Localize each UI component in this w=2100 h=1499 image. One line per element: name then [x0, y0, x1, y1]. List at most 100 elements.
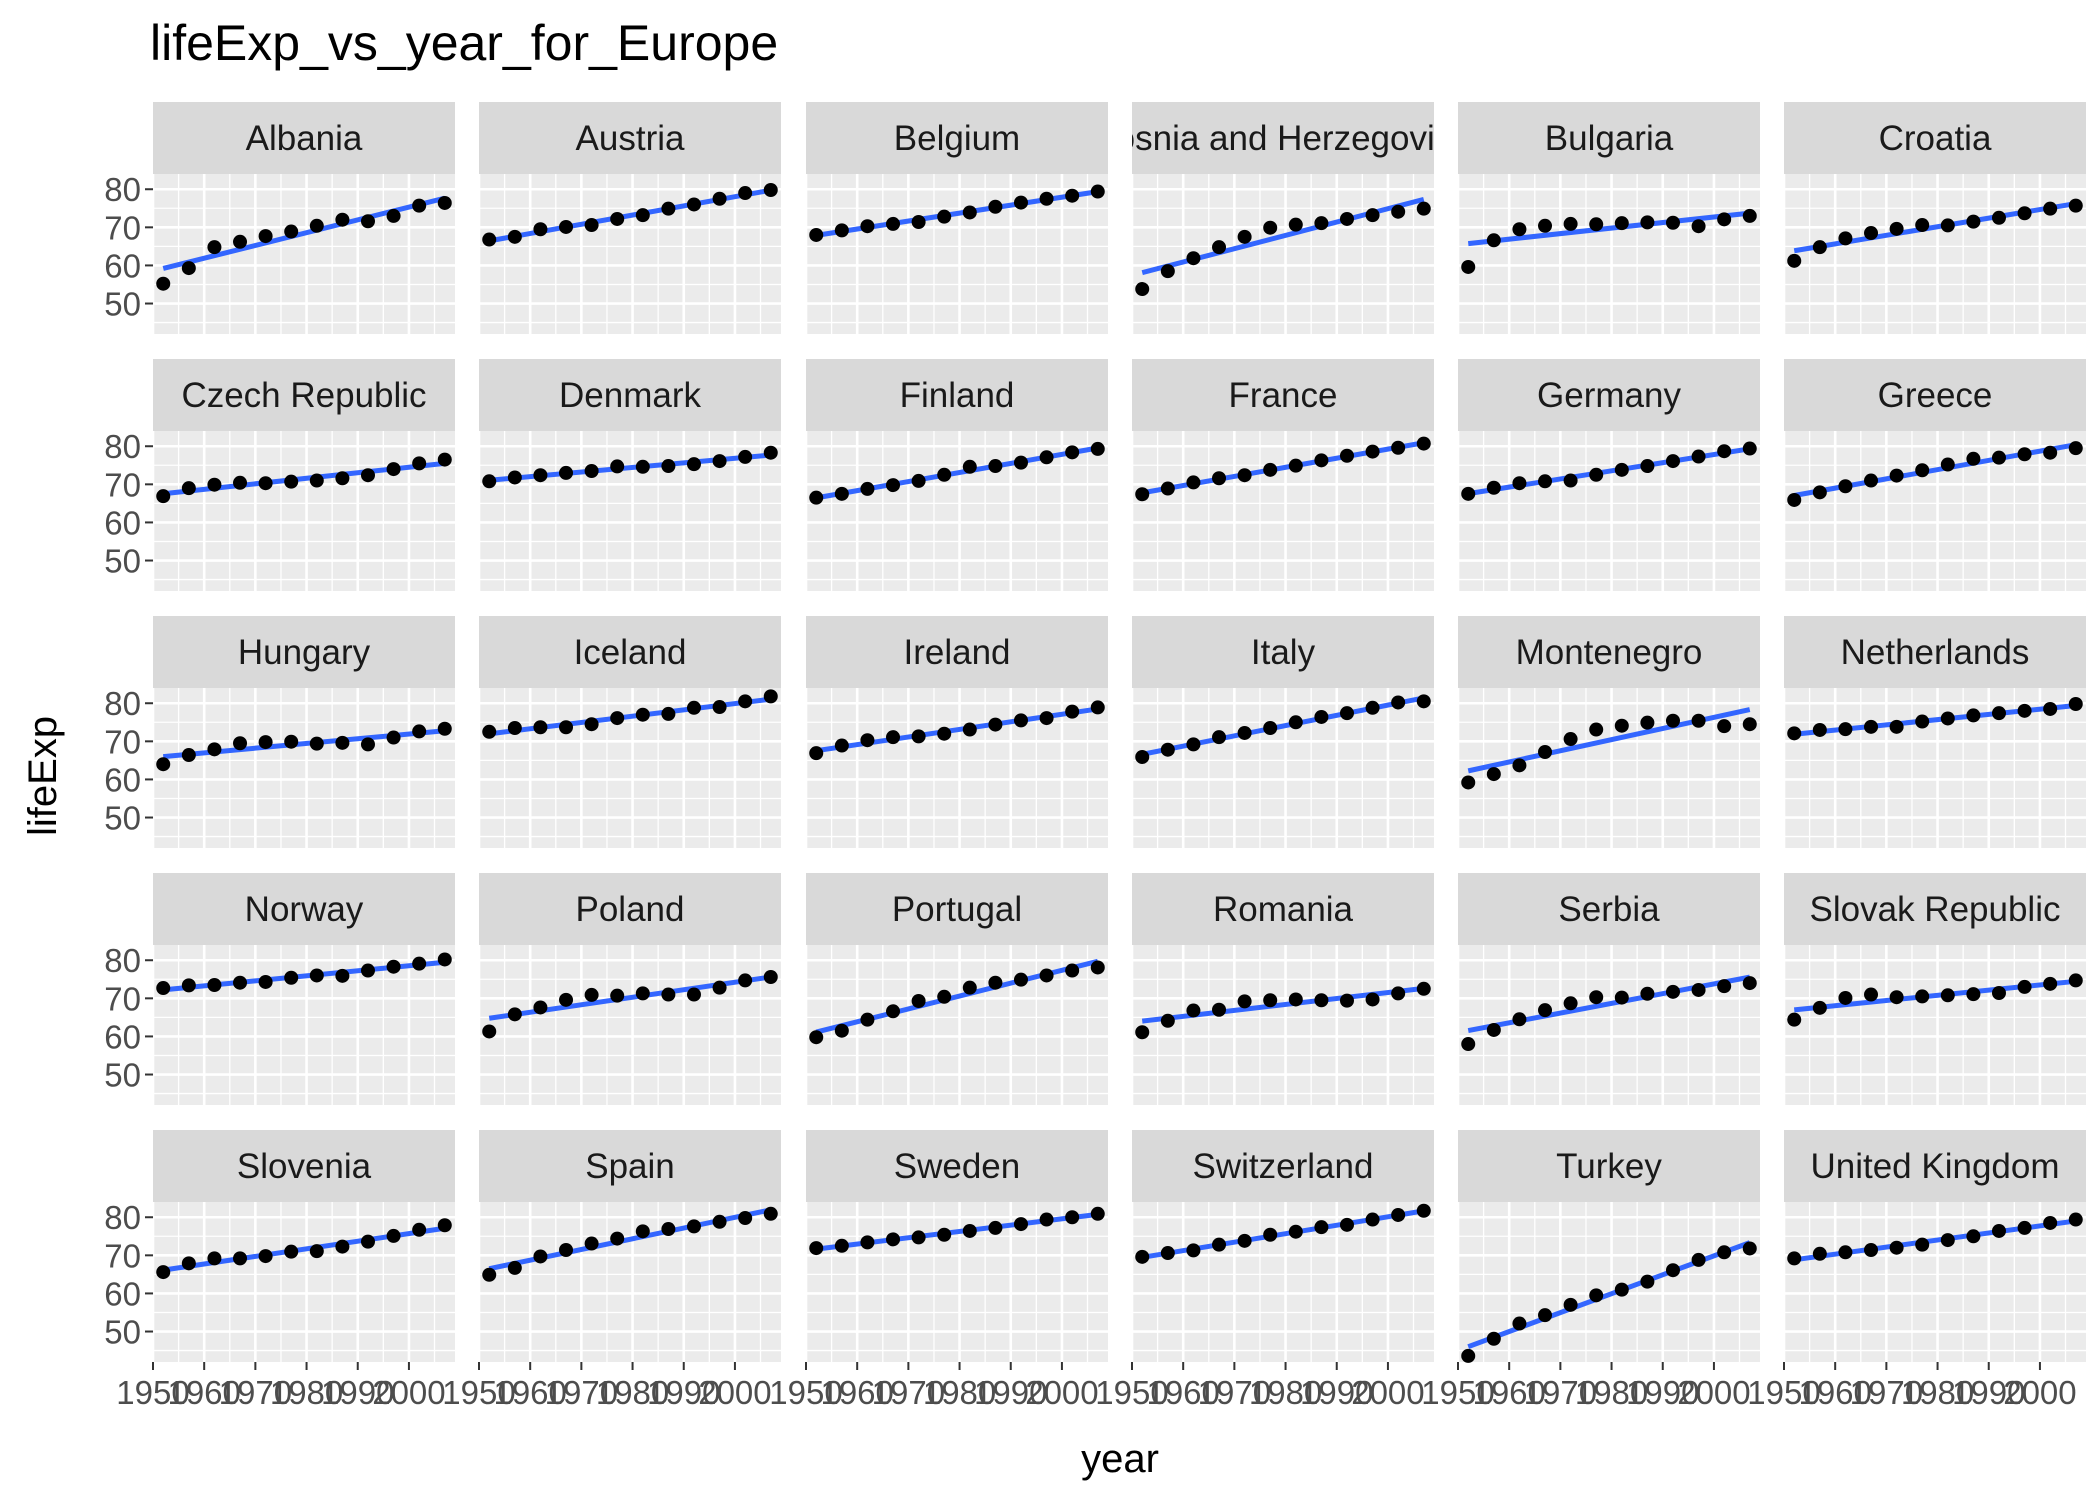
data-point [156, 757, 171, 772]
facet-strip [1458, 1130, 1760, 1202]
facet-panel: Portugal [804, 873, 1108, 1105]
data-point [1461, 486, 1476, 501]
data-point [1838, 722, 1853, 737]
data-point [1416, 1203, 1431, 1218]
data-point [1717, 444, 1732, 459]
facet-panel: Iceland [477, 616, 781, 848]
data-point [533, 222, 548, 237]
facet-strip-label: Slovak Republic [1810, 890, 2061, 929]
data-point [1416, 694, 1431, 709]
data-point [1013, 195, 1028, 210]
data-point [763, 970, 778, 984]
facet-panel: Montenegro [1456, 616, 1760, 848]
data-point [1365, 992, 1380, 1007]
data-point [988, 199, 1003, 214]
data-point [988, 975, 1003, 990]
data-point [886, 1004, 901, 1019]
data-point [1538, 1003, 1553, 1018]
data-point [911, 729, 926, 744]
data-point [1314, 216, 1329, 231]
data-point [1991, 986, 2006, 1000]
data-point [1391, 986, 1406, 1001]
facet-strip [1784, 616, 2086, 688]
data-point [962, 1223, 977, 1238]
data-point [661, 459, 676, 474]
data-point [1237, 468, 1252, 483]
data-point [437, 452, 452, 467]
data-point [1889, 221, 1904, 236]
fit-line [1467, 210, 1751, 247]
data-point [1512, 1012, 1527, 1027]
data-point [258, 476, 273, 491]
data-point [712, 1214, 727, 1229]
data-point [309, 218, 324, 233]
data-point [1065, 445, 1080, 460]
data-point [1160, 481, 1175, 496]
facet-panel: Switzerland [1130, 1130, 1434, 1362]
data-point [860, 1235, 875, 1250]
y-tick-label: 70 [104, 466, 141, 503]
data-point [911, 1230, 926, 1245]
x-tick-label: 1960 [493, 1374, 566, 1411]
data-point [1288, 715, 1303, 730]
data-point [1186, 737, 1201, 752]
data-point [1691, 982, 1706, 997]
data-point [1365, 444, 1380, 459]
data-point [1915, 989, 1930, 1004]
data-point [258, 1249, 273, 1264]
data-point [937, 726, 952, 741]
data-point [1812, 1246, 1827, 1261]
data-point [181, 1256, 196, 1271]
data-point [207, 1251, 222, 1266]
data-point [1915, 1237, 1930, 1252]
data-point [1589, 467, 1604, 482]
data-point [1486, 1022, 1501, 1037]
data-point [686, 700, 701, 715]
data-point [584, 464, 599, 478]
data-point [1940, 988, 1955, 1003]
x-tick-label: 1950 [442, 1374, 515, 1411]
data-point [1812, 485, 1827, 500]
data-point [1787, 726, 1802, 741]
x-tick-label: 1980 [923, 1374, 996, 1411]
facet-strip [1784, 102, 2086, 174]
data-point [533, 720, 548, 735]
data-point [712, 191, 727, 206]
x-tick-label: 1960 [1798, 1374, 1871, 1411]
data-point [1940, 1233, 1955, 1248]
data-point [1787, 1251, 1802, 1266]
data-point [2043, 701, 2058, 716]
facet-strip [1132, 102, 1434, 174]
facet-strip [1458, 102, 1760, 174]
data-point [284, 474, 299, 489]
data-point [937, 989, 952, 1004]
x-axis-title: year [1081, 1437, 1159, 1481]
data-point [2068, 1212, 2083, 1227]
data-point [533, 1000, 548, 1015]
data-point [1512, 476, 1527, 491]
data-point [1237, 229, 1252, 244]
data-point [610, 1231, 625, 1246]
data-point [686, 987, 701, 1002]
facet-panel: Spain [477, 1130, 781, 1362]
data-point [1889, 719, 1904, 734]
data-point [1864, 719, 1879, 734]
facet-strip-label: United Kingdom [1810, 1147, 2059, 1186]
data-point [1314, 1220, 1329, 1235]
facet-panel: France [1130, 359, 1434, 591]
data-point [610, 211, 625, 226]
data-point [911, 215, 926, 229]
data-point [686, 457, 701, 472]
data-point [1461, 1348, 1476, 1363]
data-point [1288, 992, 1303, 1007]
y-tick-label: 60 [104, 1018, 141, 1055]
data-point [482, 232, 497, 247]
data-point [1563, 473, 1578, 488]
data-point [1461, 259, 1476, 274]
data-point [1416, 436, 1431, 451]
data-point [1915, 218, 1930, 233]
x-tick-label: 2000 [1025, 1374, 1098, 1411]
facet-strip [153, 873, 455, 945]
x-tick-label: 1970 [219, 1374, 292, 1411]
